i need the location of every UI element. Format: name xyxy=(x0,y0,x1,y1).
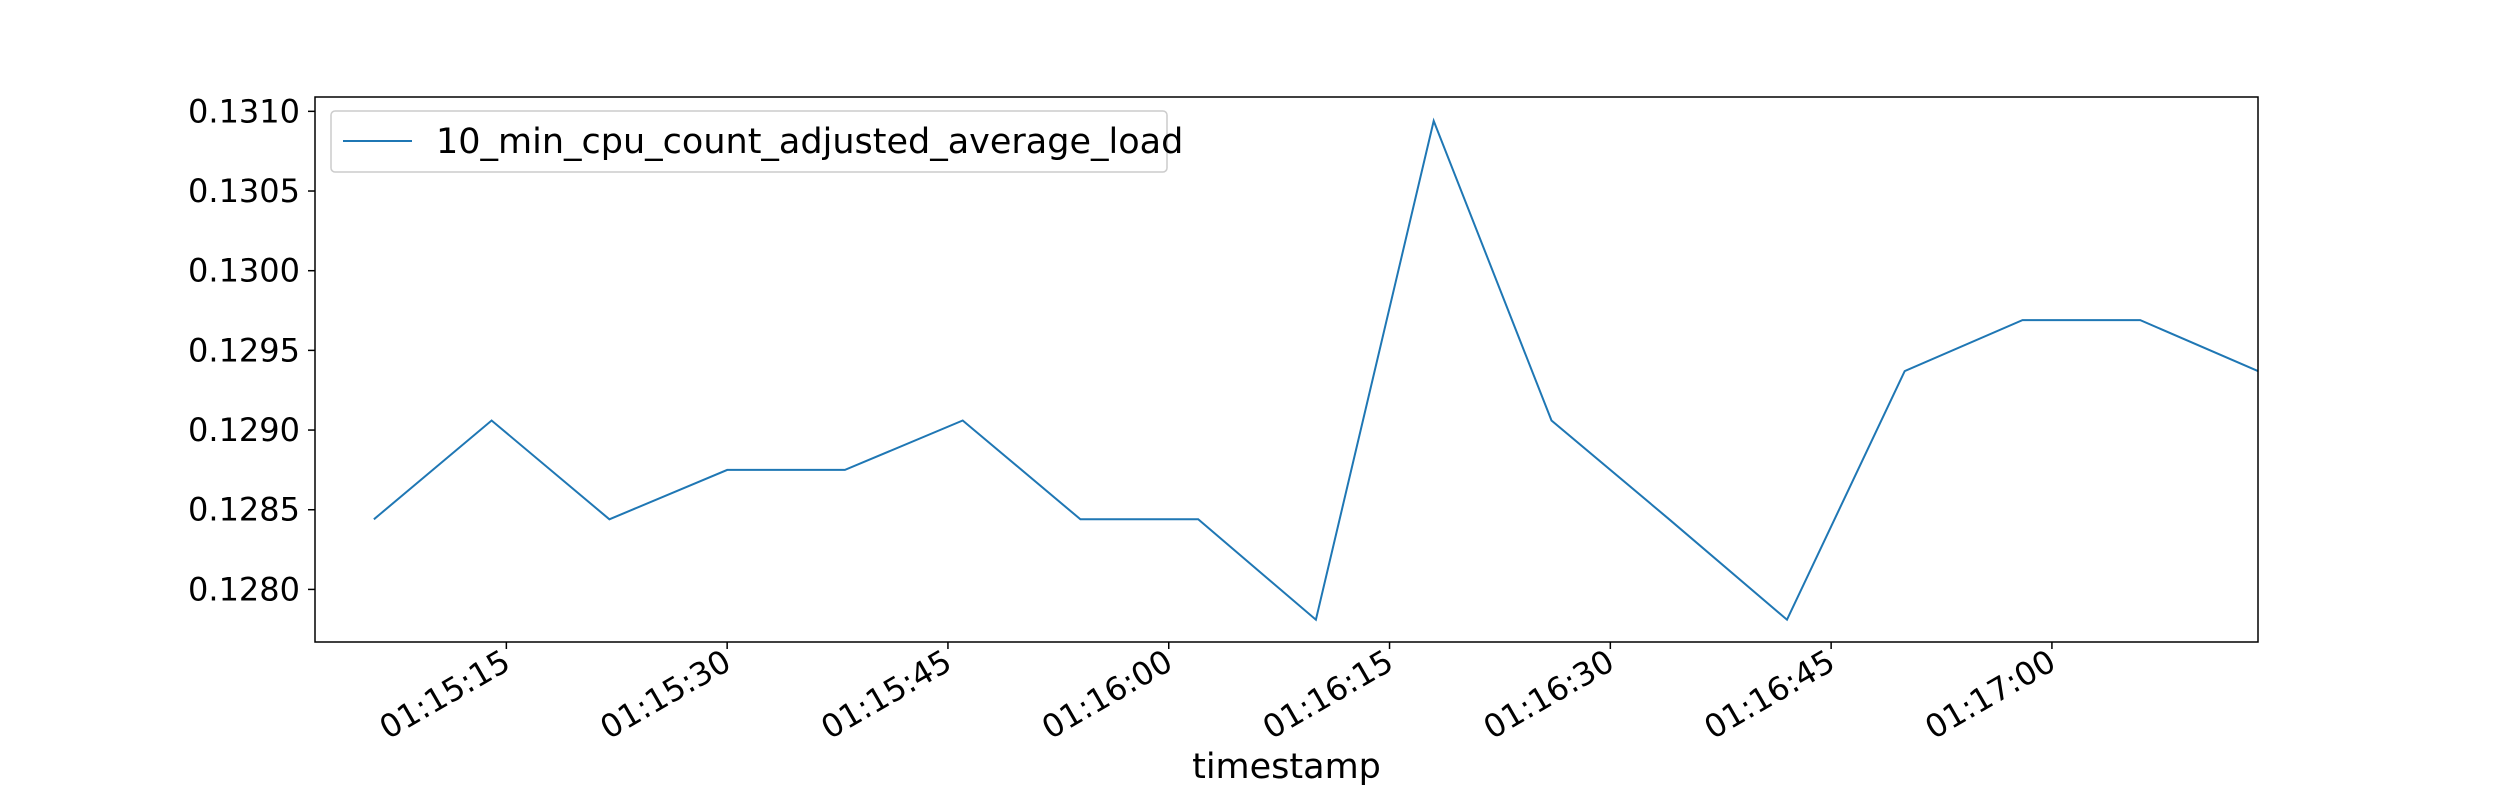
x-tick-label: 01:15:30 xyxy=(594,642,737,747)
y-tick-label: 0.1300 xyxy=(188,252,300,290)
legend: 10_min_cpu_count_adjusted_average_load xyxy=(330,110,1183,173)
series-line-0 xyxy=(373,117,2259,622)
x-tick-label: 01:16:45 xyxy=(1698,642,1841,747)
legend-box xyxy=(330,110,1168,173)
y-tick-label: 0.1295 xyxy=(188,331,300,369)
plot-frame xyxy=(314,96,2259,643)
y-tick-label: 0.1310 xyxy=(188,92,300,130)
y-tick-label: 0.1305 xyxy=(188,172,300,210)
x-tick-label: 01:16:15 xyxy=(1256,642,1399,747)
x-tick-label: 01:16:30 xyxy=(1477,642,1620,747)
x-axis-label: timestamp xyxy=(1192,747,1381,787)
plot-area xyxy=(373,117,2259,622)
axes: 0.1280 0.1285 0.1290 0.1295 0.1300 0.1305 0.13… xyxy=(188,92,2062,746)
x-tick-label: 01:15:45 xyxy=(814,642,957,747)
legend-label: 10_min_cpu_count_adjusted_average_load xyxy=(436,122,1183,162)
x-tick-label: 01:17:00 xyxy=(1918,642,2061,747)
y-tick-label: 0.1280 xyxy=(188,570,300,608)
x-tick-label: 01:16:00 xyxy=(1035,642,1178,747)
y-tick-label: 0.1290 xyxy=(188,411,300,449)
x-tick-label: 01:15:15 xyxy=(373,642,516,747)
y-tick-label: 0.1285 xyxy=(188,491,300,529)
